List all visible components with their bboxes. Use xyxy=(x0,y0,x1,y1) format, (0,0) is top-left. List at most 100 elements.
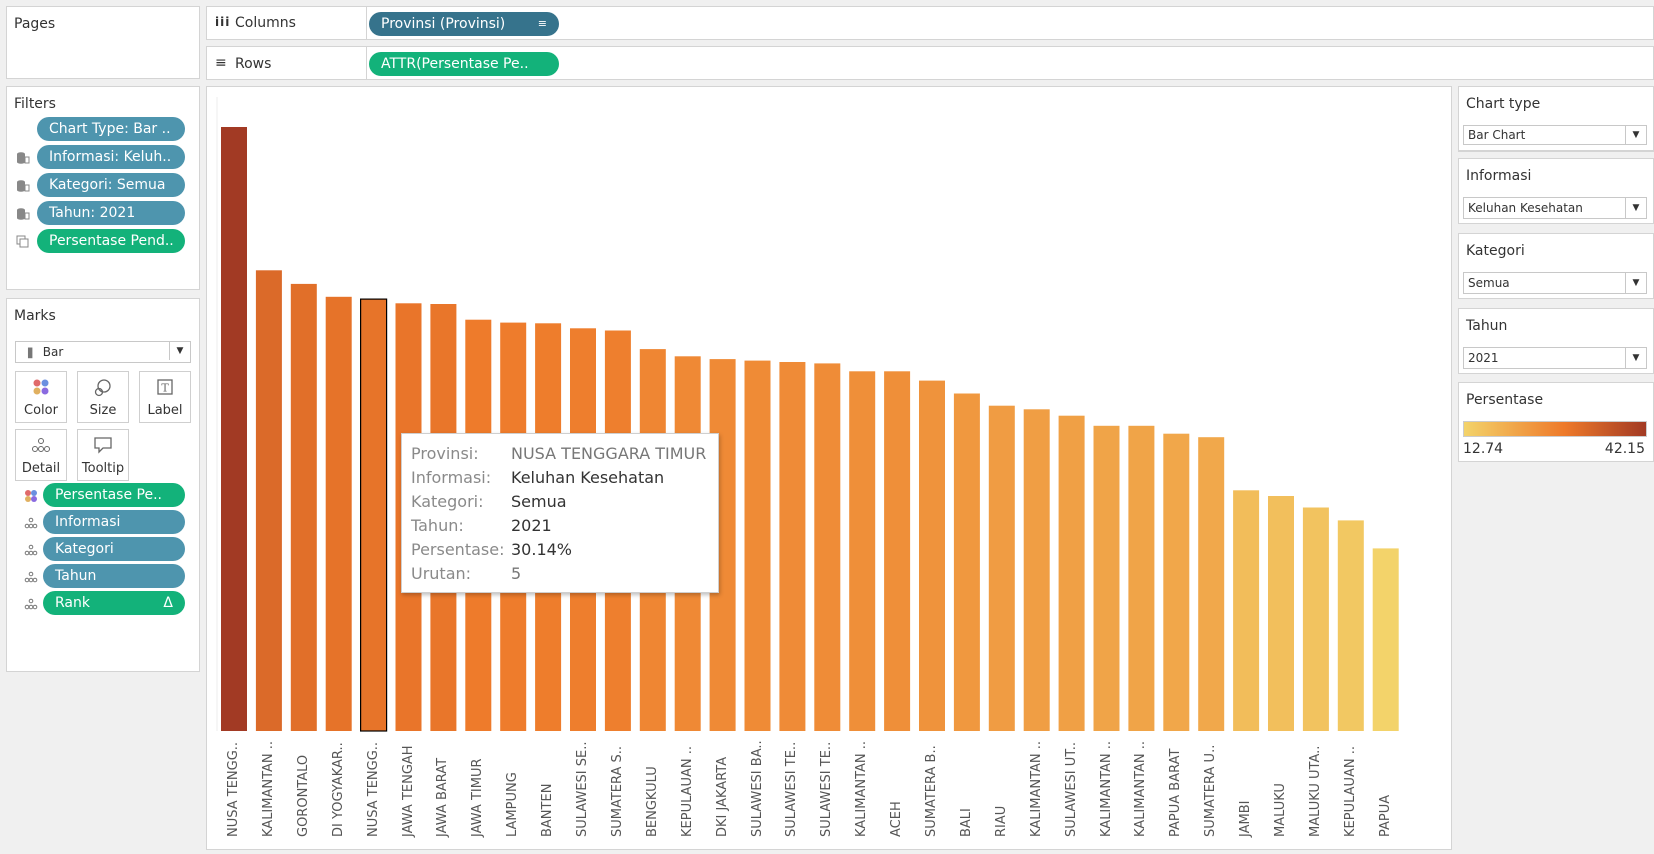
bar[interactable] xyxy=(884,371,911,731)
bar[interactable] xyxy=(919,380,945,731)
bar[interactable] xyxy=(1372,548,1399,731)
marks-field-pill[interactable]: Persentase Pe.. xyxy=(43,483,185,507)
x-tick-label[interactable]: KEPULAUAN .. xyxy=(679,745,695,837)
tahun-param[interactable]: Tahun 2021 ▼ xyxy=(1458,308,1654,374)
rows-shelf[interactable]: ≡ Rows ATTR(Persentase Pe.. xyxy=(206,46,1654,80)
x-tick-label[interactable]: KALIMANTAN .. xyxy=(1028,740,1044,837)
filter-pill[interactable]: Informasi: Keluh.. xyxy=(37,145,185,169)
x-tick-label[interactable]: KALIMANTAN .. xyxy=(854,740,870,837)
size-icon xyxy=(78,378,128,402)
bar[interactable] xyxy=(360,298,388,732)
x-tick-label[interactable]: BENGKULU xyxy=(644,766,660,837)
x-tick-label[interactable]: ACEH xyxy=(889,801,905,837)
marks-field-pill[interactable]: Tahun xyxy=(43,564,185,588)
columns-pill[interactable]: Provinsi (Provinsi) ≡ xyxy=(369,12,559,36)
tooltip-row: Persentase: 30.14% xyxy=(411,539,572,561)
x-tick-label[interactable]: SUMATERA U.. xyxy=(1203,744,1219,837)
x-tick-label[interactable]: MALUKU UTA.. xyxy=(1307,745,1323,837)
color-card[interactable]: Color xyxy=(15,371,67,423)
bar[interactable] xyxy=(1163,433,1190,731)
x-tick-label[interactable]: NUSA TENGG.. xyxy=(226,741,241,837)
bar[interactable] xyxy=(290,283,317,731)
chart-type-select[interactable]: Bar Chart ▼ xyxy=(1463,125,1647,145)
x-tick-label[interactable]: PAPUA BARAT xyxy=(1168,748,1184,837)
label-card[interactable]: T Label xyxy=(139,371,191,423)
x-tick-label[interactable]: GORONTALO xyxy=(295,754,311,837)
columns-icon: iii xyxy=(215,15,231,29)
color-legend[interactable]: Persentase 12.74 42.15 xyxy=(1458,382,1654,462)
bar[interactable] xyxy=(1093,425,1120,731)
x-tick-label[interactable]: SULAWESI TE.. xyxy=(784,741,800,837)
x-tick-label[interactable]: SUMATERA B.. xyxy=(924,745,939,837)
tooltip-key: Urutan: xyxy=(411,564,472,583)
informasi-param[interactable]: Informasi Keluhan Kesehatan ▼ xyxy=(1458,158,1654,224)
x-tick-label[interactable]: KALIMANTAN .. xyxy=(1133,740,1149,837)
x-tick-label[interactable]: SULAWESI BA.. xyxy=(749,740,765,837)
x-tick-label[interactable]: JAMBI xyxy=(1238,800,1254,837)
bar[interactable] xyxy=(779,362,806,731)
bar[interactable] xyxy=(1302,507,1329,732)
filter-pill[interactable]: Kategori: Semua xyxy=(37,173,185,197)
bar[interactable] xyxy=(1233,490,1260,731)
marks-panel[interactable]: Marks ▋ Bar ▼ Color Size T Label Detail … xyxy=(6,298,200,672)
x-tick-label[interactable]: SUMATERA S.. xyxy=(609,745,625,837)
mark-type-select[interactable]: ▋ Bar ▼ xyxy=(15,341,191,363)
x-tick-label[interactable]: BALI xyxy=(958,808,974,837)
x-tick-label[interactable]: DI YOGYAKAR.. xyxy=(330,742,346,837)
tooltip-value: NUSA TENGGARA TIMUR xyxy=(511,444,707,463)
chart-panel[interactable]: NUSA TENGG.. KALIMANTAN .. GORONTALO DI YOG… xyxy=(206,86,1452,850)
x-tick-label[interactable]: PAPUA xyxy=(1377,794,1393,837)
x-tick-label[interactable]: KALIMANTAN .. xyxy=(1098,740,1114,837)
x-tick-label[interactable]: KALIMANTAN .. xyxy=(260,740,276,837)
x-tick-label[interactable]: KEPULAUAN .. xyxy=(1342,745,1358,837)
x-tick-label[interactable]: JAWA BARAT xyxy=(435,757,451,837)
bar[interactable] xyxy=(221,127,247,731)
filters-panel[interactable]: Filters Chart Type: Bar .. Informasi: Kel… xyxy=(6,86,200,290)
bar[interactable] xyxy=(988,405,1015,731)
size-card[interactable]: Size xyxy=(77,371,129,423)
bar[interactable] xyxy=(1268,496,1294,731)
kategori-param[interactable]: Kategori Semua ▼ xyxy=(1458,233,1654,299)
filter-pill[interactable]: Chart Type: Bar .. xyxy=(37,117,185,141)
bar[interactable] xyxy=(814,363,841,731)
marks-field-pill[interactable]: Rank Δ xyxy=(43,591,185,615)
x-tick-label[interactable]: JAWA TENGAH xyxy=(400,745,416,837)
x-tick-label[interactable]: BANTEN xyxy=(540,783,556,837)
chart-type-param[interactable]: Chart type Bar Chart ▼ xyxy=(1458,86,1654,152)
bar[interactable] xyxy=(1058,415,1085,731)
x-tick-label[interactable]: DKI JAKARTA xyxy=(714,756,730,837)
marks-field-pill[interactable]: Informasi xyxy=(43,510,185,534)
bar[interactable] xyxy=(1337,520,1364,731)
x-tick-label[interactable]: SULAWESI UT.. xyxy=(1063,742,1079,837)
bar[interactable] xyxy=(849,371,876,731)
bar[interactable] xyxy=(1198,437,1225,731)
marks-field-pill[interactable]: Kategori xyxy=(43,537,185,561)
filter-pill[interactable]: Tahun: 2021 xyxy=(37,201,185,225)
columns-shelf[interactable]: iii Columns Provinsi (Provinsi) ≡ xyxy=(206,6,1654,40)
kategori-title: Kategori xyxy=(1466,243,1525,259)
x-tick-label[interactable]: LAMPUNG xyxy=(505,772,521,837)
bar[interactable] xyxy=(1128,425,1155,731)
bar[interactable] xyxy=(744,360,771,731)
tooltip-card[interactable]: Tooltip xyxy=(77,429,129,481)
x-tick-label[interactable]: NUSA TENGG.. xyxy=(365,741,381,837)
x-tick-label[interactable]: SULAWESI TE.. xyxy=(819,741,835,837)
pages-panel[interactable]: Pages xyxy=(6,6,200,79)
detail-card-label: Detail xyxy=(21,461,61,476)
tooltip-value: 2021 xyxy=(511,516,552,535)
informasi-select[interactable]: Keluhan Kesehatan ▼ xyxy=(1463,197,1647,219)
rows-pill[interactable]: ATTR(Persentase Pe.. xyxy=(369,52,559,76)
x-tick-label[interactable]: SULAWESI SE.. xyxy=(575,741,590,837)
bar[interactable] xyxy=(325,296,352,731)
bar[interactable] xyxy=(953,393,980,732)
kategori-select[interactable]: Semua ▼ xyxy=(1463,272,1647,294)
x-tick-label[interactable]: MALUKU xyxy=(1273,783,1288,837)
x-tick-label[interactable]: RIAU xyxy=(993,805,1009,837)
detail-card[interactable]: Detail xyxy=(15,429,67,481)
filter-pill[interactable]: Persentase Pend.. xyxy=(37,229,185,253)
detail-icon xyxy=(24,515,38,529)
x-tick-label[interactable]: JAWA TIMUR xyxy=(470,758,486,838)
bar[interactable] xyxy=(1023,409,1050,731)
bar[interactable] xyxy=(255,270,282,731)
tahun-select[interactable]: 2021 ▼ xyxy=(1463,347,1647,369)
